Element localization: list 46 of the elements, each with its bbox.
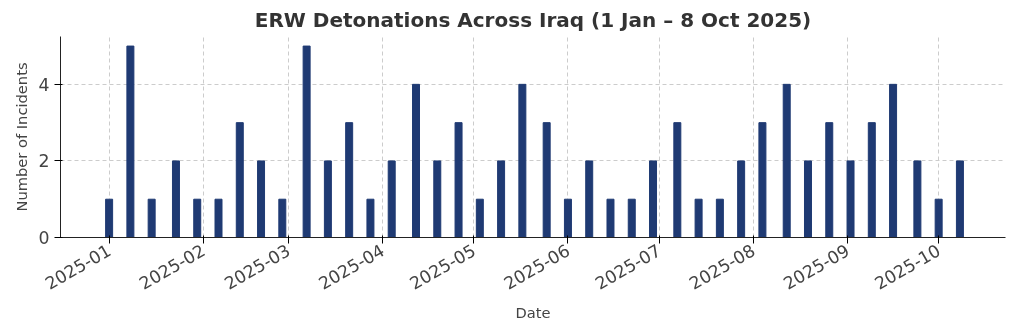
bar — [846, 160, 855, 238]
bar — [105, 198, 114, 238]
bar — [782, 83, 791, 238]
bar — [542, 122, 551, 238]
bar — [302, 45, 311, 238]
y-axis-title: Number of Incidents — [13, 62, 31, 212]
bar — [475, 198, 484, 238]
chart-title: ERW Detonations Across Iraq (1 Jan – 8 Oct 2025) — [254, 7, 812, 32]
bar — [889, 83, 898, 238]
bar — [454, 122, 463, 238]
bar — [387, 160, 396, 238]
bar — [585, 160, 594, 238]
bar — [366, 198, 375, 238]
bar — [804, 160, 812, 238]
bar — [825, 122, 834, 238]
bar — [934, 198, 943, 238]
y-tick-label: 0 — [38, 228, 50, 248]
bar — [433, 160, 442, 238]
bar — [563, 198, 572, 238]
bar — [323, 160, 332, 238]
bar — [867, 122, 876, 238]
bar — [257, 160, 266, 238]
bar — [412, 83, 421, 238]
y-tick-label: 2 — [38, 151, 50, 172]
bar — [673, 122, 682, 238]
bar — [955, 160, 964, 238]
bar — [627, 198, 636, 238]
bar — [126, 45, 135, 238]
bar — [278, 198, 287, 238]
bar — [649, 160, 658, 238]
bar — [715, 198, 724, 238]
bar — [694, 198, 703, 238]
y-tick-label: 4 — [38, 74, 50, 95]
bar — [737, 160, 746, 238]
x-axis-title: Date — [515, 303, 551, 321]
bar — [235, 122, 244, 238]
bar — [171, 160, 180, 238]
bar — [147, 198, 156, 238]
bar — [606, 198, 615, 238]
bar — [193, 198, 202, 238]
bar — [758, 122, 767, 238]
bar — [913, 160, 922, 238]
bar — [214, 198, 223, 238]
bar — [345, 122, 354, 238]
bar — [497, 160, 506, 238]
bar — [518, 83, 527, 238]
